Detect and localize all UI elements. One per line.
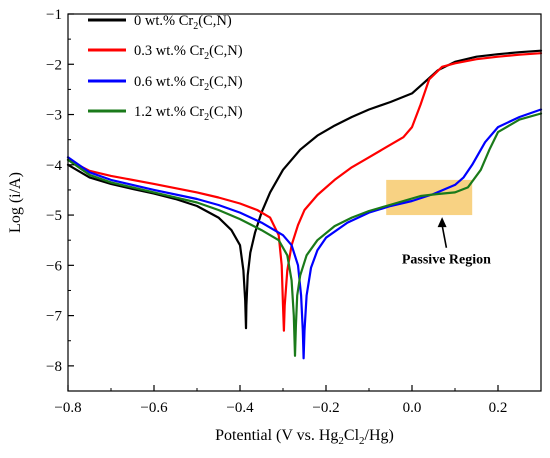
y-axis-label: Log (i/A) (7, 172, 24, 233)
tick-layer: −0.8 −0.6 −0.4 −0.2 0.0 0.2 −1 −2 −3 −4 −5 −6 −7 −8 (46, 7, 507, 416)
passive-region-box (386, 179, 473, 216)
y-tick-label: −8 (46, 359, 62, 375)
x-tick-label: −0.6 (140, 400, 168, 416)
x-tick-label: 0.0 (403, 400, 422, 416)
legend-label-2: 0.6 wt.% Cr2(C,N) (134, 74, 243, 93)
x-axis-label-part: Potential (V vs. Hg (215, 427, 338, 444)
series-line-1 (66, 52, 543, 332)
x-axis-label-part: /Hg) (365, 427, 394, 444)
legend-label-3: 1.2 wt.% Cr2(C,N) (134, 104, 243, 123)
annotation-box-layer (386, 179, 473, 216)
x-tick-label: −0.2 (312, 400, 339, 416)
series-line-3 (66, 112, 543, 357)
x-axis-label-sub: 2 (359, 435, 365, 447)
annotation-arrow-shaft (441, 224, 448, 248)
y-tick-label: −5 (46, 208, 62, 224)
y-tick-label: −2 (46, 57, 62, 73)
x-tick-label: −0.8 (54, 400, 81, 416)
y-tick-label: −6 (46, 258, 62, 274)
x-axis-label-part: Cl (344, 427, 360, 444)
legend-label-1: 0.3 wt.% Cr2(C,N) (134, 43, 243, 62)
annotation-layer (437, 217, 448, 248)
y-tick-label: −4 (46, 158, 62, 174)
y-tick-label: −3 (46, 108, 62, 124)
y-tick-label: −7 (46, 309, 62, 325)
plot-frame (67, 13, 542, 392)
x-tick-label: 0.2 (489, 400, 508, 416)
x-axis-label: Potential (V vs. Hg2Cl2/Hg) (215, 427, 394, 447)
y-tick-label: −1 (46, 7, 62, 23)
annotation-arrow-head (437, 217, 447, 228)
x-axis-label-sub: 2 (338, 435, 344, 447)
x-tick-label: −0.4 (226, 400, 254, 416)
series-layer (66, 49, 543, 360)
legend: 0 wt.% Cr2(C,N) 0.3 wt.% Cr2(C,N) 0.6 wt… (88, 13, 243, 123)
series-line-2 (66, 108, 543, 360)
passive-region-label: Passive Region (402, 253, 491, 268)
legend-label-0: 0 wt.% Cr2(C,N) (134, 13, 232, 32)
